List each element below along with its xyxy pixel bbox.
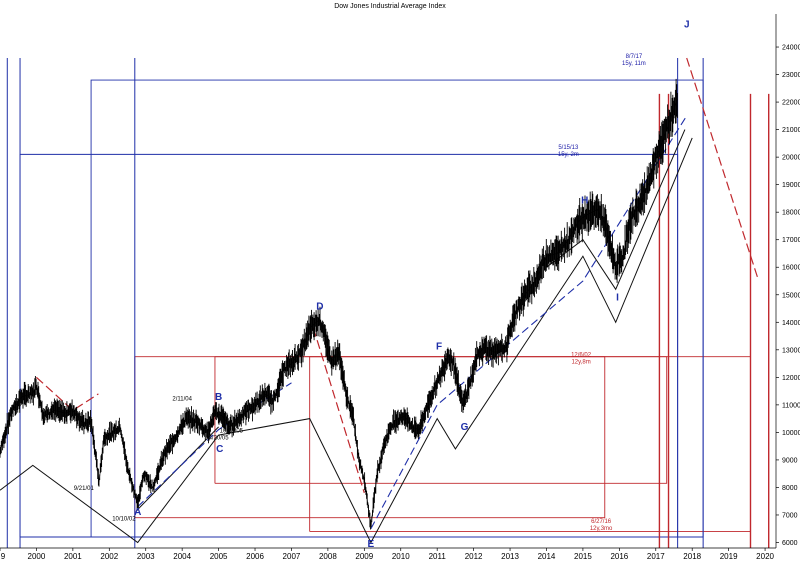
red-dashed-projection-0	[35, 376, 99, 412]
date-annotation: 10/10/02	[112, 516, 136, 522]
blue-dashed-trend-1	[370, 115, 688, 529]
x-tick-label: 2009	[355, 552, 373, 561]
date-annotation: 12y,8m	[571, 360, 590, 366]
date-annotation: 5/15/13	[558, 145, 579, 151]
price-line	[0, 99, 678, 527]
x-tick-label: 2001	[64, 552, 82, 561]
chart-labels: A B C D E F G H I J 9/21/01 10/10/02 2/11/04 10/13/05…	[74, 19, 690, 550]
y-tick-label: 10000	[782, 430, 800, 437]
wave-point-E: E	[368, 539, 375, 550]
price-series	[0, 78, 678, 530]
y-tick-label: 19000	[782, 182, 800, 189]
wave-point-F: F	[436, 341, 442, 352]
x-tick-label: 2004	[173, 552, 191, 561]
y-tick-label: 16000	[782, 265, 800, 272]
x-tick-label: 2007	[283, 552, 301, 561]
blue-cycle-box-1	[90, 79, 704, 538]
x-tick-label: 2008	[319, 552, 337, 561]
red-dashed-projection-1	[312, 327, 365, 494]
x-tick-label: 2019	[720, 552, 738, 561]
x-tick-label: 2011	[429, 552, 447, 561]
y-axis: 6000 7000 8000 9000 10000 11000 12000 13000 1400…	[775, 14, 800, 548]
x-tick-label: 2015	[574, 552, 592, 561]
wave-point-J: J	[684, 19, 690, 30]
wave-point-A: A	[134, 507, 141, 518]
x-tick-label: 2012	[465, 552, 483, 561]
x-tick-label: 2006	[246, 552, 264, 561]
y-tick-label: 21000	[782, 127, 800, 134]
x-tick-label: 2002	[100, 552, 118, 561]
y-tick-label: 23000	[782, 72, 800, 79]
y-tick-label: 17000	[782, 237, 800, 244]
x-tick-label: 2013	[501, 552, 519, 561]
x-tick-label: 2017	[647, 552, 665, 561]
x-tick-label: 2014	[538, 552, 556, 561]
trend-overlays	[0, 57, 759, 544]
date-annotation: 10/13/05	[220, 428, 244, 434]
y-tick-label: 20000	[782, 155, 800, 162]
x-tick-label: 2016	[610, 552, 628, 561]
wave-point-C: C	[216, 444, 223, 455]
wave-point-G: G	[461, 422, 469, 433]
red-cycle-box-2	[309, 356, 751, 532]
date-annotation: 15y, 2m	[558, 152, 579, 158]
date-annotation: 15y, 11m	[622, 61, 646, 67]
y-tick-label: 22000	[782, 100, 800, 107]
x-tick-label: 2005	[210, 552, 228, 561]
y-tick-label: 9000	[782, 457, 798, 464]
red-dashed-projection-2	[686, 57, 759, 279]
wave-point-B: B	[215, 392, 222, 403]
date-annotation: 8/7/17	[626, 54, 643, 60]
date-annotation: 4/20/05	[209, 435, 230, 441]
date-annotation: 2/11/04	[172, 397, 192, 403]
cycle-boxes	[6, 58, 770, 548]
wave-point-D: D	[316, 301, 323, 312]
chart-title: Dow Jones Industrial Average Index	[334, 3, 446, 10]
x-tick-label: 2010	[392, 552, 410, 561]
x-tick-label: 2020	[756, 552, 774, 561]
y-tick-label: 14000	[782, 320, 800, 327]
x-tick-label: 2018	[683, 552, 701, 561]
date-annotation: 6/27/16	[591, 519, 612, 525]
y-tick-label: 15000	[782, 292, 800, 299]
y-tick-label: 7000	[782, 512, 798, 519]
x-tick-label: 2003	[137, 552, 155, 561]
date-annotation: 9/21/01	[74, 486, 95, 492]
y-tick-label: 8000	[782, 485, 798, 492]
wave-point-H: H	[581, 195, 588, 206]
date-annotation: 12/6/02	[571, 353, 592, 359]
y-tick-label: 6000	[782, 540, 798, 547]
date-annotation: 12y,3mo	[590, 526, 613, 532]
y-tick-label: 11000	[782, 402, 800, 409]
y-tick-label: 24000	[782, 45, 800, 52]
x-tick-label: 9	[1, 552, 6, 561]
y-tick-label: 13000	[782, 347, 800, 354]
y-tick-label: 12000	[782, 375, 800, 382]
black-cycle-line-0	[0, 137, 693, 544]
wave-point-I: I	[616, 293, 619, 304]
x-tick-label: 2000	[28, 552, 46, 561]
y-tick-label: 18000	[782, 210, 800, 217]
x-axis: 9 2000 2001 2002 2003 2004 2005 2006 2007 2008 200…	[0, 547, 776, 561]
